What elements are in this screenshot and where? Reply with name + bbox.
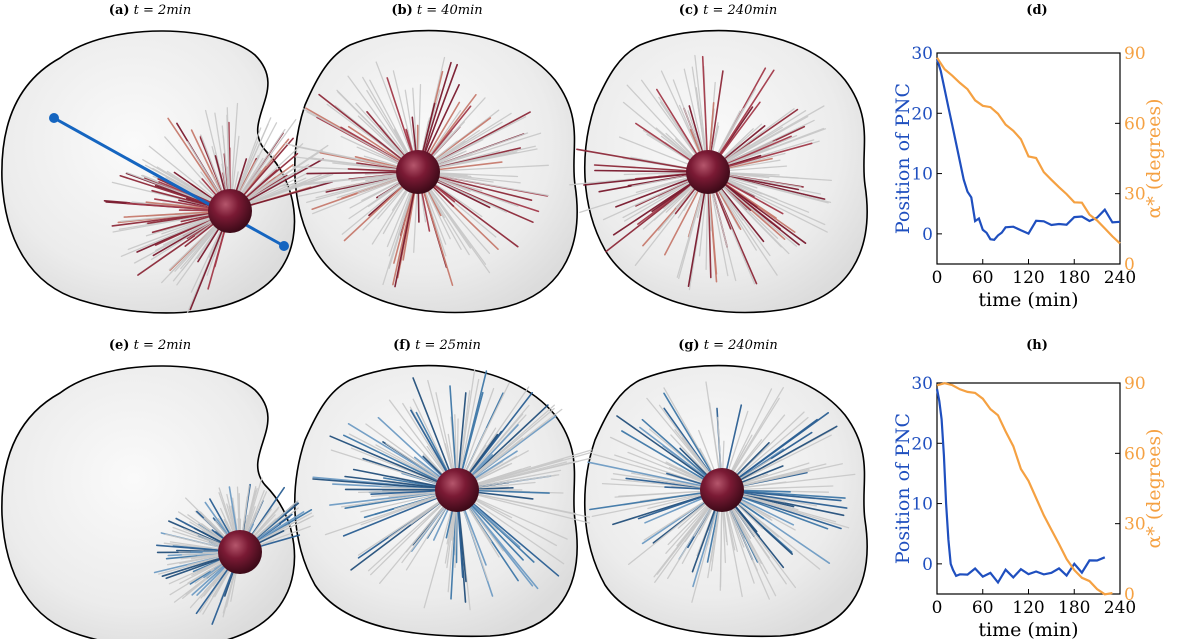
- microtubule: [417, 171, 549, 197]
- y-axis-label-right: α* (degrees): [1143, 428, 1165, 548]
- microtubule: [587, 461, 723, 491]
- x-tick-label: 180: [1058, 598, 1090, 618]
- microtubule: [329, 435, 458, 491]
- panel-time: t = 240min: [703, 338, 778, 353]
- microtubule: [579, 171, 709, 214]
- plot-frame: [936, 382, 1121, 595]
- microtubule: [456, 408, 563, 491]
- panel-time: t = 240min: [703, 3, 778, 18]
- pronucleus-g: [700, 468, 744, 512]
- x-tick-label: 120: [1012, 598, 1044, 618]
- microtubule: [576, 148, 709, 173]
- series-angle: [936, 57, 1121, 245]
- x-axis-label: time (min): [978, 619, 1078, 639]
- pronucleus-a: [208, 189, 252, 233]
- pronucleus-e: [218, 530, 262, 574]
- y-tick-label-left: 30: [911, 44, 933, 64]
- y-tick-label-right: 90: [1124, 374, 1146, 394]
- microtubule: [324, 489, 458, 536]
- y-tick-label-left: 20: [911, 434, 933, 454]
- y-tick-label-left: 10: [911, 495, 933, 515]
- pronucleus-f: [435, 468, 479, 512]
- y-tick-label-left: 0: [922, 555, 933, 575]
- panel-label-f: (f) t = 25min: [393, 338, 481, 353]
- microtubule: [456, 457, 592, 491]
- x-tick-label: 180: [1058, 268, 1090, 288]
- series-pnc-position: [935, 58, 1121, 241]
- cell-panel-e: [1, 365, 296, 639]
- microtubule: [707, 171, 828, 233]
- axis-endpoint: [279, 241, 289, 251]
- y-tick-label-right: 60: [1124, 114, 1146, 134]
- microtubule: [591, 489, 723, 518]
- panel-label-a: (a) t = 2min: [109, 3, 191, 18]
- panel-tag: (c): [678, 3, 700, 18]
- panel-label-b: (b) t = 40min: [391, 3, 482, 18]
- panel-time: t = 40min: [416, 3, 483, 18]
- panel-tag: (h): [1026, 338, 1048, 353]
- x-tick-label: 60: [972, 268, 994, 288]
- y-tick-label-right: 90: [1124, 44, 1146, 64]
- x-tick-label: 0: [932, 268, 943, 288]
- panel-label-d: (d): [1026, 3, 1047, 18]
- panel-label-e: (e) t = 2min: [109, 338, 191, 353]
- panel-tag: (b): [391, 3, 413, 18]
- y-tick-label-right: 0: [1124, 255, 1135, 275]
- y-axis-label-left: Position of PNC: [892, 413, 914, 564]
- y-axis-label-left: Position of PNC: [892, 83, 914, 234]
- microtubule: [721, 489, 850, 529]
- panel-time: t = 2min: [133, 3, 192, 18]
- y-tick-label-right: 60: [1124, 444, 1146, 464]
- panel-time: t = 2min: [133, 338, 192, 353]
- x-tick-label: 240: [1104, 268, 1136, 288]
- panel-tag: (g): [678, 338, 700, 353]
- series-angle: [936, 382, 1113, 596]
- y-tick-label-right: 0: [1124, 585, 1135, 605]
- cell-membrane: [293, 364, 578, 638]
- microtubule: [721, 473, 856, 491]
- y-tick-label-left: 0: [922, 225, 933, 245]
- panel-label-g: (g) t = 240min: [678, 338, 778, 353]
- panel-time: t = 25min: [415, 338, 481, 353]
- x-tick-label: 240: [1104, 598, 1136, 618]
- pronucleus-c: [686, 150, 730, 194]
- y-tick-label-right: 30: [1124, 185, 1146, 205]
- y-tick-label-left: 10: [911, 165, 933, 185]
- axis-endpoint: [49, 113, 59, 123]
- microtubule: [589, 489, 723, 511]
- y-tick-label-left: 30: [911, 374, 933, 394]
- panel-label-c: (c) t = 240min: [679, 3, 777, 18]
- y-tick-label-left: 20: [911, 104, 933, 124]
- x-tick-label: 60: [972, 598, 994, 618]
- cell-panel-f: [293, 364, 578, 638]
- panel-tag: (f): [393, 338, 411, 353]
- series-pnc-position: [935, 388, 1106, 585]
- x-tick-label: 0: [932, 598, 943, 618]
- microtubule: [456, 489, 591, 524]
- panel-label-h: (h): [1026, 338, 1048, 353]
- y-tick-label-right: 30: [1124, 515, 1146, 535]
- pronucleus-b: [396, 150, 440, 194]
- panel-tag: (d): [1026, 3, 1048, 18]
- panel-tag: (a): [108, 3, 130, 18]
- panel-tag: (e): [108, 338, 130, 353]
- x-axis-label: time (min): [978, 289, 1078, 311]
- y-axis-label-right: α* (degrees): [1143, 98, 1165, 218]
- x-tick-label: 120: [1012, 268, 1044, 288]
- cell-membrane: [1, 365, 296, 639]
